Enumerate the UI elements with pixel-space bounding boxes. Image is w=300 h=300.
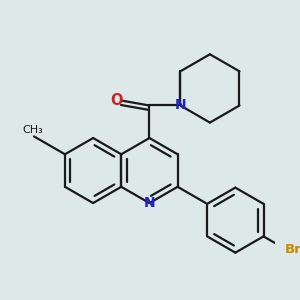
Text: Br: Br [285, 243, 300, 256]
Text: N: N [144, 196, 155, 210]
Text: CH₃: CH₃ [22, 125, 43, 135]
Text: O: O [110, 93, 123, 108]
Text: N: N [175, 98, 186, 112]
